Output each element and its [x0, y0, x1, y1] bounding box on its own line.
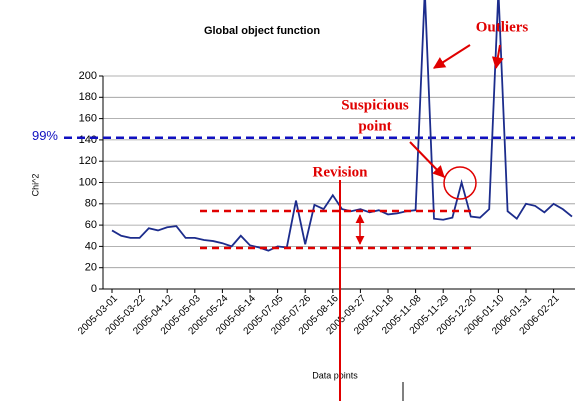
- y-tick-label: 120: [79, 155, 97, 167]
- annotation: Outliers: [476, 19, 529, 35]
- y-tick-label: 0: [91, 283, 97, 295]
- y-tick-label: 60: [85, 219, 97, 231]
- y-axis-label: Chi^2: [30, 174, 40, 197]
- y-tick-label: 180: [79, 91, 97, 103]
- arrow: [432, 44, 471, 69]
- y-tick-label: 20: [85, 262, 97, 274]
- annotation: point: [358, 118, 391, 134]
- y-tick-label: 100: [79, 176, 97, 188]
- x-axis-label: Data points: [312, 370, 358, 380]
- annotation: Suspicious: [341, 97, 409, 113]
- annotation: Revision: [312, 164, 368, 180]
- y-tick-label: 140: [79, 134, 97, 146]
- highlight-circle: [443, 166, 477, 200]
- y-tick-label: 80: [85, 198, 97, 210]
- arrow: [491, 44, 504, 70]
- plot-area: 0204060801001201401601802002005-03-01200…: [32, 0, 575, 337]
- y-tick-label: 200: [79, 70, 97, 82]
- y-tick-label: 160: [79, 113, 97, 125]
- chart-title: Global object function: [204, 25, 320, 37]
- arrow: [409, 141, 445, 178]
- data-line: [111, 0, 573, 252]
- y-tick-label: 40: [85, 240, 97, 252]
- reference-label: 99%: [32, 128, 58, 143]
